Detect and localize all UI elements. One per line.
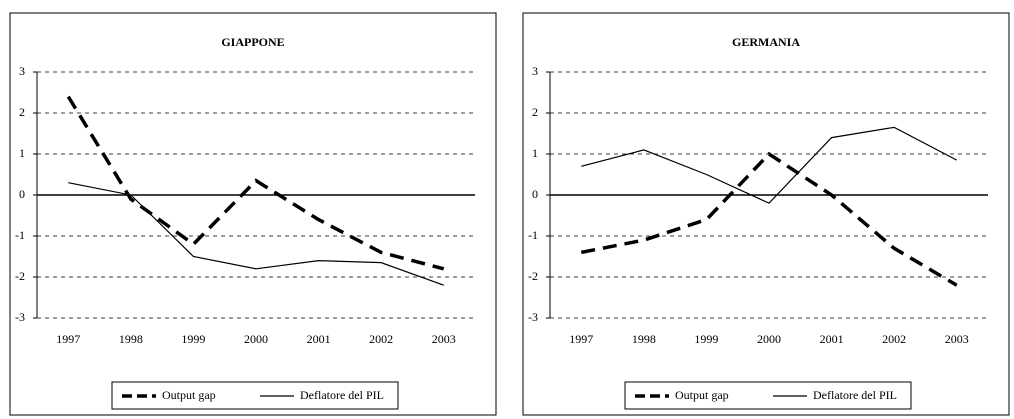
x-tick-label: 2003 bbox=[432, 332, 456, 346]
chart-title: GIAPPONE bbox=[221, 35, 284, 49]
y-tick-label: 2 bbox=[19, 105, 25, 119]
chart-frame bbox=[522, 12, 1010, 416]
chart-title: GERMANIA bbox=[732, 35, 800, 49]
x-tick-label: 1998 bbox=[632, 332, 656, 346]
y-tick-label: 3 bbox=[19, 64, 25, 78]
x-tick-label: 1997 bbox=[56, 332, 80, 346]
x-tick-label: 2000 bbox=[757, 332, 781, 346]
y-tick-label: -2 bbox=[528, 269, 538, 283]
y-tick-label: -1 bbox=[528, 228, 538, 242]
x-tick-label: 1998 bbox=[119, 332, 143, 346]
y-tick-label: -2 bbox=[15, 269, 25, 283]
legend-label: Output gap bbox=[675, 388, 729, 402]
y-tick-label: -3 bbox=[15, 310, 25, 324]
y-tick-label: 0 bbox=[532, 187, 538, 201]
x-tick-label: 1997 bbox=[569, 332, 593, 346]
y-tick-label: 3 bbox=[532, 64, 538, 78]
x-tick-label: 1999 bbox=[181, 332, 205, 346]
series-line bbox=[580, 151, 958, 287]
x-tick-label: 2001 bbox=[307, 332, 331, 346]
x-tick-label: 2001 bbox=[820, 332, 844, 346]
series-line bbox=[68, 182, 444, 286]
y-tick-label: -3 bbox=[528, 310, 538, 324]
x-tick-label: 2002 bbox=[882, 332, 906, 346]
chart-frame bbox=[9, 12, 497, 416]
x-tick-label: 2003 bbox=[945, 332, 969, 346]
series-line bbox=[581, 126, 957, 204]
y-tick-label: 0 bbox=[19, 187, 25, 201]
y-tick-label: -1 bbox=[15, 228, 25, 242]
x-tick-label: 2002 bbox=[369, 332, 393, 346]
legend-box bbox=[111, 381, 399, 410]
legend-box bbox=[624, 381, 912, 410]
x-tick-label: 2000 bbox=[244, 332, 268, 346]
series-line bbox=[66, 95, 445, 271]
x-tick-label: 1999 bbox=[694, 332, 718, 346]
legend-label: Deflatore del PIL bbox=[300, 388, 384, 402]
legend-label: Deflatore del PIL bbox=[813, 388, 897, 402]
y-tick-label: 1 bbox=[19, 146, 25, 160]
y-tick-label: 2 bbox=[532, 105, 538, 119]
y-tick-label: 1 bbox=[532, 146, 538, 160]
legend-label: Output gap bbox=[162, 388, 216, 402]
